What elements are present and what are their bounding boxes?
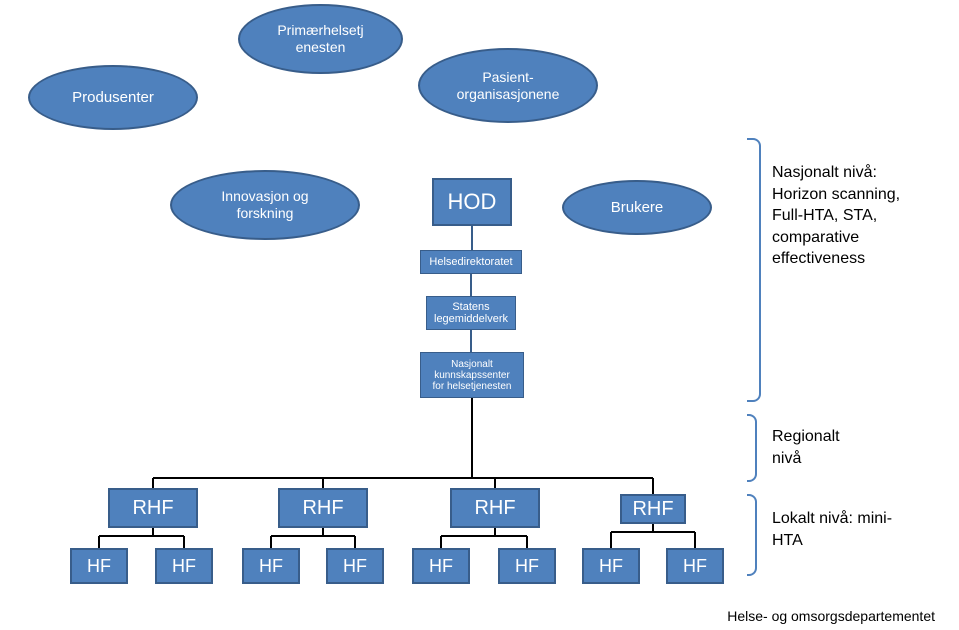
box-slv: Statenslegemiddelverk (426, 296, 516, 330)
label-regionalt: Regionaltnivå (772, 426, 840, 469)
hf-box: HF (412, 548, 470, 584)
ellipse-brukere: Brukere (562, 180, 712, 235)
rhf-box: RHF (278, 488, 368, 528)
ellipse-produsenter: Produsenter (28, 65, 198, 130)
ellipse-label: Innovasjon ogforskning (221, 188, 308, 222)
label-text: Regionaltnivå (772, 428, 840, 467)
ellipse-label: Pasient-organisasjonene (457, 69, 560, 103)
ellipse-primar: Primærhelsetjenesten (238, 4, 403, 74)
ellipse-label: Produsenter (72, 89, 154, 107)
hf-box: HF (582, 548, 640, 584)
hf-box: HF (70, 548, 128, 584)
rhf-box: RHF (620, 494, 686, 524)
ellipse-pasient: Pasient-organisasjonene (418, 48, 598, 123)
bracket-lokalt (747, 494, 757, 576)
label-text: Nasjonalt nivå:Horizon scanning,Full-HTA… (772, 164, 900, 267)
bracket-nasjonalt (747, 138, 761, 402)
ellipse-label: Primærhelsetjenesten (277, 22, 363, 56)
ellipse-label: Brukere (611, 199, 664, 217)
hf-box: HF (666, 548, 724, 584)
rhf-box: RHF (108, 488, 198, 528)
box-nks: Nasjonaltkunnskapssenterfor helsetjenest… (420, 352, 524, 398)
label-lokalt: Lokalt nivå: mini-HTA (772, 508, 892, 551)
hf-box: HF (155, 548, 213, 584)
box-hod: HOD (432, 178, 512, 226)
rhf-box: RHF (450, 488, 540, 528)
box-label: Statenslegemiddelverk (434, 301, 508, 325)
hf-box: HF (242, 548, 300, 584)
box-label: Helsedirektoratet (429, 256, 512, 268)
box-label: HOD (448, 190, 497, 214)
footer-label: Helse- og omsorgsdepartementet (727, 608, 935, 624)
footer-text: Helse- og omsorgsdepartementet (727, 608, 935, 624)
label-nasjonalt: Nasjonalt nivå:Horizon scanning,Full-HTA… (772, 162, 900, 270)
label-text: Lokalt nivå: mini-HTA (772, 510, 892, 549)
box-label: Nasjonaltkunnskapssenterfor helsetjenest… (433, 359, 512, 392)
box-helsedir: Helsedirektoratet (420, 250, 522, 274)
hf-box: HF (498, 548, 556, 584)
bracket-regionalt (747, 414, 757, 482)
hf-box: HF (326, 548, 384, 584)
ellipse-innovasjon: Innovasjon ogforskning (170, 170, 360, 240)
